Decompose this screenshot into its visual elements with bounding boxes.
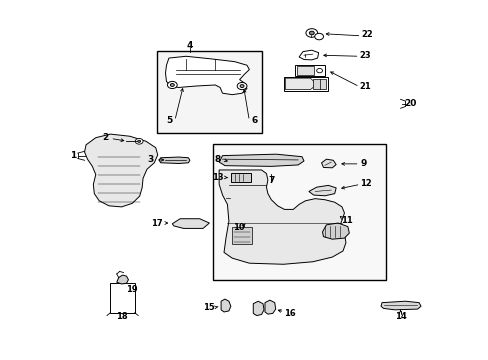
- Polygon shape: [221, 299, 230, 312]
- Bar: [157, 51, 261, 134]
- Text: 11: 11: [340, 216, 352, 225]
- Circle shape: [135, 138, 143, 144]
- Bar: [212, 144, 385, 280]
- Text: 5: 5: [165, 116, 172, 125]
- Bar: [110, 283, 135, 313]
- Text: 14: 14: [394, 312, 406, 321]
- Text: 12: 12: [359, 179, 370, 188]
- Circle shape: [138, 140, 141, 142]
- Text: 6: 6: [251, 116, 257, 125]
- Bar: [312, 79, 326, 89]
- Text: 15: 15: [203, 303, 215, 312]
- Text: 10: 10: [232, 223, 244, 232]
- Bar: [295, 64, 325, 76]
- Bar: [212, 144, 385, 280]
- Circle shape: [167, 81, 177, 89]
- Polygon shape: [219, 154, 304, 166]
- Text: 22: 22: [361, 30, 372, 39]
- Text: 13: 13: [211, 173, 223, 182]
- Text: 17: 17: [151, 219, 162, 228]
- Polygon shape: [285, 78, 315, 90]
- Circle shape: [170, 84, 174, 86]
- Text: 1: 1: [70, 152, 76, 161]
- Text: 18: 18: [116, 312, 127, 321]
- Circle shape: [237, 82, 246, 90]
- Text: 23: 23: [359, 51, 370, 60]
- Polygon shape: [380, 301, 420, 310]
- Polygon shape: [299, 50, 318, 60]
- Text: 16: 16: [284, 309, 295, 318]
- Text: 2: 2: [102, 133, 108, 142]
- Bar: [157, 51, 261, 134]
- Polygon shape: [159, 157, 189, 163]
- Polygon shape: [172, 219, 209, 228]
- Circle shape: [240, 85, 244, 87]
- Bar: [230, 173, 251, 182]
- Circle shape: [305, 29, 317, 37]
- Circle shape: [309, 31, 314, 35]
- Polygon shape: [283, 77, 328, 91]
- Polygon shape: [322, 223, 348, 239]
- Text: 19: 19: [125, 285, 137, 294]
- Polygon shape: [84, 134, 158, 207]
- Polygon shape: [264, 300, 275, 314]
- Polygon shape: [219, 170, 345, 264]
- Polygon shape: [165, 56, 249, 95]
- Text: 9: 9: [360, 159, 366, 168]
- Polygon shape: [321, 159, 335, 168]
- Text: 20: 20: [403, 99, 416, 108]
- Polygon shape: [253, 301, 264, 316]
- Text: 4: 4: [186, 41, 193, 50]
- Text: 8: 8: [214, 155, 221, 164]
- Bar: [232, 226, 251, 244]
- Polygon shape: [308, 185, 335, 196]
- Text: 3: 3: [147, 156, 153, 165]
- Circle shape: [314, 33, 323, 40]
- Bar: [297, 66, 314, 75]
- Text: 21: 21: [359, 82, 370, 91]
- Polygon shape: [117, 275, 128, 284]
- Circle shape: [316, 68, 322, 73]
- Text: 7: 7: [267, 176, 274, 185]
